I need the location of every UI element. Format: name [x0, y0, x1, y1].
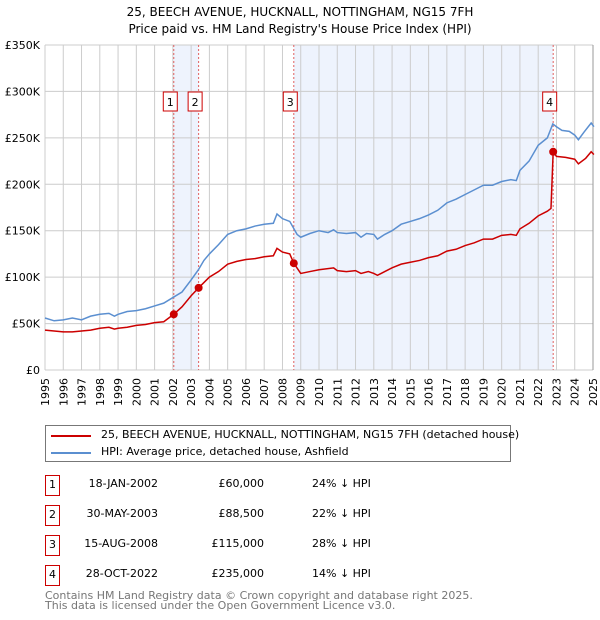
x-tick-label: 2021	[514, 378, 527, 406]
sale-price: £115,000	[211, 537, 265, 550]
x-tick-label: 2013	[368, 378, 381, 406]
footer-line-2: This data is licensed under the Open Gov…	[45, 599, 396, 612]
legend-label-property: 25, BEECH AVENUE, HUCKNALL, NOTTINGHAM, …	[101, 428, 520, 441]
y-tick-label: £250K	[5, 132, 41, 145]
property-price-line	[44, 149, 595, 333]
x-tick-label: 2000	[130, 378, 143, 406]
x-tick-label: 2017	[441, 378, 454, 406]
sale-point	[549, 147, 558, 156]
x-tick-label: 2015	[404, 378, 417, 406]
x-tick-label: 2004	[203, 378, 216, 406]
transaction-label-box	[542, 91, 558, 112]
sale-price: £88,500	[218, 507, 265, 520]
x-tick-label: 2025	[587, 378, 600, 406]
y-tick-label: £350K	[5, 39, 41, 52]
legend-label-hpi: HPI: Average price, detached house, Ashf…	[101, 445, 349, 458]
sale-date: 30-MAY-2003	[86, 507, 158, 520]
hpi-line	[44, 121, 595, 322]
x-tick-label: 2019	[477, 378, 490, 406]
legend: 25, BEECH AVENUE, HUCKNALL, NOTTINGHAM, …	[45, 425, 519, 462]
y-tick-label: £300K	[5, 85, 41, 98]
row-number-badge: 3	[45, 535, 60, 556]
x-tick-label: 2011	[331, 378, 344, 406]
transaction-label-box	[187, 91, 203, 112]
footer-line-1: Contains HM Land Registry data © Crown c…	[45, 589, 473, 602]
x-tick-label: 2006	[240, 378, 253, 406]
x-tick-label: 2020	[496, 378, 509, 406]
x-tick-label: 1996	[57, 378, 70, 406]
transaction-label: 4	[546, 96, 553, 109]
row-number-badge: 4	[45, 565, 60, 586]
y-tick-label: £100K	[5, 271, 41, 284]
red-line-swatch	[51, 435, 91, 437]
x-tick-label: 2018	[459, 378, 472, 406]
x-tick-label: 1999	[112, 378, 125, 406]
x-tick-label: 2014	[386, 378, 399, 406]
sale-point	[194, 283, 203, 292]
transaction-label: 3	[287, 96, 294, 109]
transaction-label: 1	[167, 96, 174, 109]
sale-date: 28-OCT-2022	[85, 567, 158, 580]
hpi-difference: 14% ↓ HPI	[312, 567, 371, 580]
x-tick-label: 2009	[295, 378, 308, 406]
x-tick-label: 2024	[569, 378, 582, 406]
x-tick-label: 2003	[185, 378, 198, 406]
shaded-ownership-range	[293, 45, 554, 370]
x-tick-label: 1997	[76, 378, 89, 406]
x-tick-label: 2001	[149, 378, 162, 406]
transaction-label-box	[162, 91, 178, 112]
x-tick-label: 2002	[167, 378, 180, 406]
transaction-label: 2	[192, 96, 199, 109]
x-tick-label: 2010	[313, 378, 326, 406]
sale-point	[169, 310, 178, 319]
x-tick-label: 2022	[532, 378, 545, 406]
x-tick-label: 2023	[550, 378, 563, 406]
sale-point	[289, 259, 298, 268]
y-tick-label: £200K	[5, 178, 41, 191]
x-tick-label: 2005	[222, 378, 235, 406]
x-tick-label: 2007	[258, 378, 271, 406]
x-tick-label: 2016	[423, 378, 436, 406]
hpi-difference: 28% ↓ HPI	[312, 537, 371, 550]
chart-subtitle: Price paid vs. HM Land Registry's House …	[128, 22, 471, 36]
hpi-difference: 22% ↓ HPI	[312, 507, 371, 520]
sale-date: 15-AUG-2008	[84, 537, 158, 550]
y-tick-label: £50K	[12, 318, 41, 331]
x-tick-label: 2008	[276, 378, 289, 406]
chart: 25, BEECH AVENUE, HUCKNALL, NOTTINGHAM, …	[5, 5, 600, 406]
blue-line-swatch	[51, 452, 91, 454]
y-tick-label: £150K	[5, 225, 41, 238]
sale-price: £60,000	[218, 477, 265, 490]
y-tick-label: £0	[26, 364, 40, 377]
x-tick-label: 2012	[350, 378, 363, 406]
transaction-label-box	[282, 91, 298, 112]
x-tick-label: 1998	[94, 378, 107, 406]
x-tick-label: 1995	[39, 378, 52, 406]
sale-price: £235,000	[211, 567, 265, 580]
hpi-difference: 24% ↓ HPI	[312, 477, 371, 490]
row-number-badge: 1	[45, 475, 60, 496]
row-number-badge: 2	[45, 505, 60, 526]
chart-title: 25, BEECH AVENUE, HUCKNALL, NOTTINGHAM, …	[127, 5, 474, 19]
sale-date: 18-JAN-2002	[88, 477, 158, 490]
